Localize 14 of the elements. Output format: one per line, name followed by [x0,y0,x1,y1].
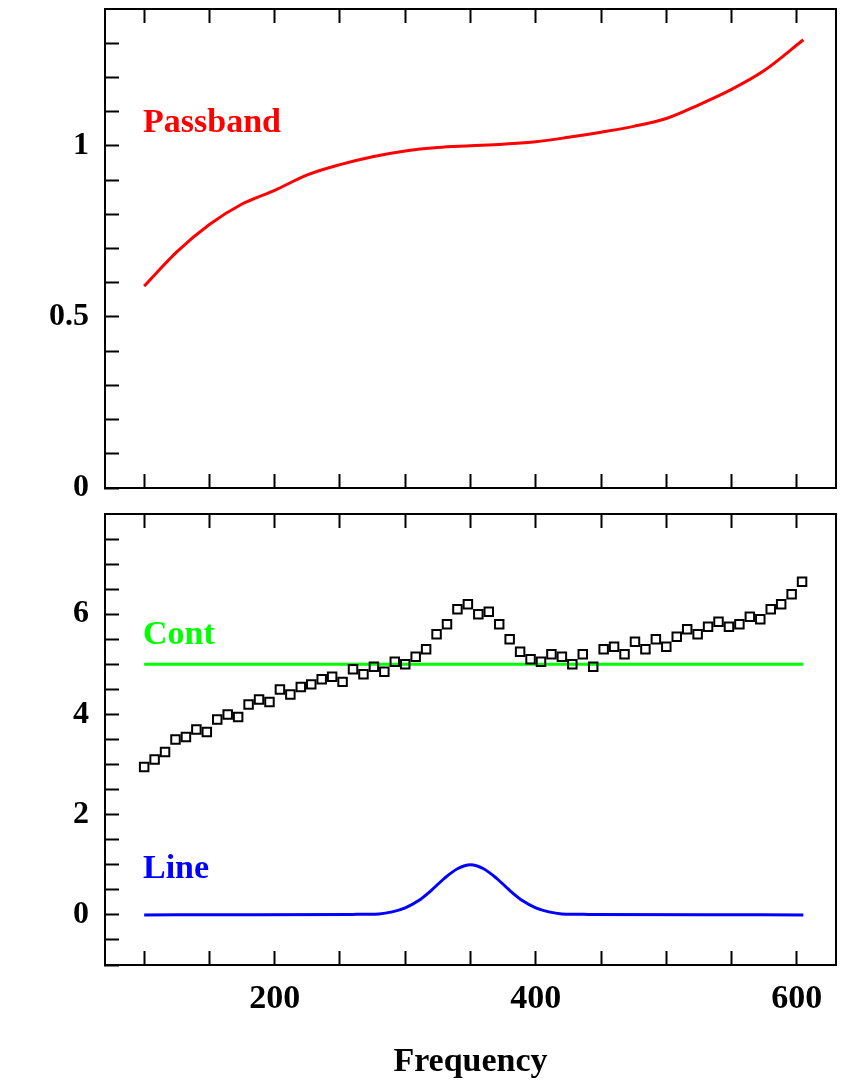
x-tick-label: 600 [771,978,823,1016]
x-axis-title: Frequency [393,1041,548,1079]
series-label: Line [143,848,210,886]
x-tick-label: 200 [249,978,301,1016]
y-tick-label: 0 [73,467,89,504]
series-label: Passband [143,102,282,140]
series-label: Cont [143,614,216,652]
y-tick-label: 6 [73,593,89,630]
y-tick-label: 2 [73,793,89,830]
y-tick-label: 4 [73,693,89,730]
x-tick-label: 400 [510,978,562,1016]
y-tick-label: 0.5 [49,296,89,333]
y-tick-label: 1 [73,125,89,162]
y-tick-label: 0 [73,894,89,931]
